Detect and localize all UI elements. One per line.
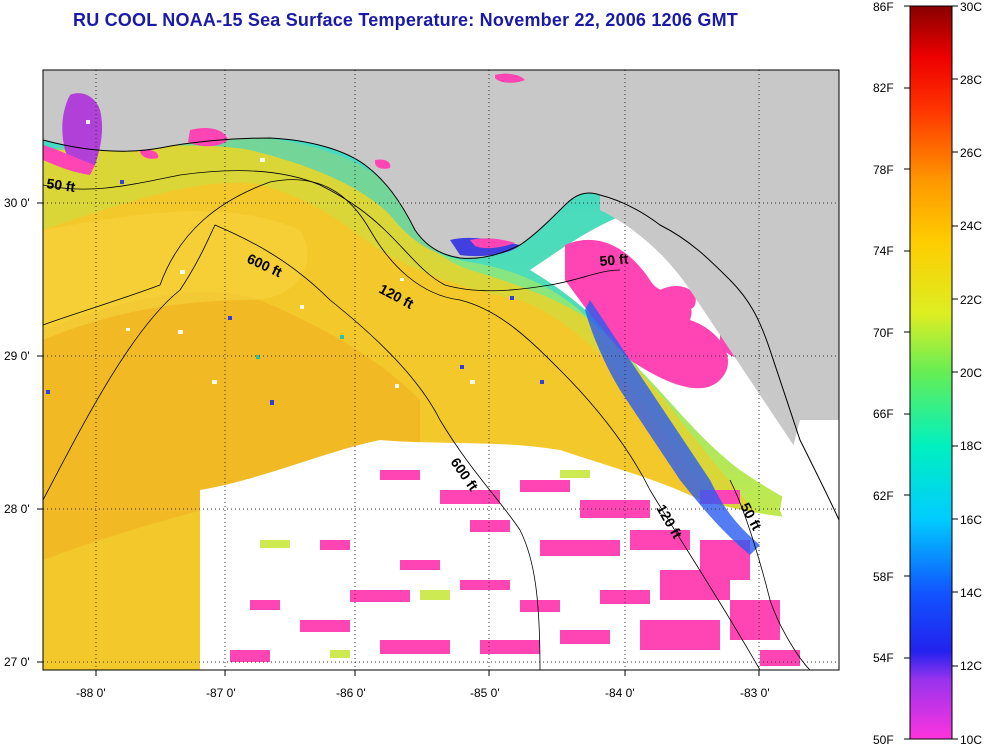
cold-pixels [230, 470, 800, 666]
colorbar-f-label: 50F [873, 733, 894, 747]
colorbar-c-label: 22C [960, 293, 982, 307]
x-tick-label: -86 0' [336, 686, 366, 700]
colorbar-c-label: 16C [960, 513, 982, 527]
x-tick-label: -84 0' [605, 686, 635, 700]
coastline [43, 137, 839, 521]
contour-label-50ft-west: 50 ft [46, 175, 77, 195]
colorbar-c-label: 28C [960, 73, 982, 87]
y-tick-label: 30 0' [4, 196, 30, 210]
colorbar-f-label: 70F [873, 326, 894, 340]
colorbar-c-label: 30C [960, 0, 982, 14]
cloud-cover [200, 440, 839, 670]
colorbar-c-label: 26C [960, 146, 982, 160]
sst-map: 50 ft 600 ft 120 ft 50 ft 600 ft 120 ft … [4, 69, 840, 700]
colorbar-c-label: 24C [960, 219, 982, 233]
pink-cold-coastal [565, 239, 729, 389]
colorbar-c-label: 18C [960, 439, 982, 453]
colorbar-f-label: 82F [873, 81, 894, 95]
contour-50ft [43, 170, 621, 292]
contour-120ft [43, 179, 761, 670]
x-tick-label: -85 0' [470, 686, 500, 700]
mobile-bay [62, 93, 103, 167]
colorbar-f-label: 86F [873, 0, 894, 14]
colorbar-gradient [909, 5, 953, 740]
x-tick-label: -87 0' [206, 686, 236, 700]
land-north [43, 70, 839, 520]
colorbar-f-label: 62F [873, 489, 894, 503]
x-tick-label: -83 0' [740, 686, 770, 700]
y-tick-label: 29 0' [4, 349, 30, 363]
y-tick-label: 28 0' [4, 502, 30, 516]
map-frame [42, 69, 840, 671]
map-title: RU COOL NOAA-15 Sea Surface Temperature:… [73, 10, 738, 30]
colorbar: 86F 82F 78F 74F 70F 66F 62F 58F 54F 50F … [873, 0, 982, 747]
colorbar-f-label: 78F [873, 163, 894, 177]
warm-core [43, 291, 420, 560]
colorbar-c-label: 12C [960, 659, 982, 673]
contour-600ft [43, 224, 541, 670]
x-tick-label: -88 0' [76, 686, 106, 700]
colorbar-f-label: 66F [873, 407, 894, 421]
colorbar-f-label: 54F [873, 651, 894, 665]
y-tick-label: 27 0' [4, 655, 30, 669]
colorbar-c-label: 20C [960, 366, 982, 380]
colorbar-c-label: 10C [960, 733, 982, 747]
land-florida [600, 194, 839, 670]
contour-label-50ft-east: 50 ft [599, 251, 629, 269]
colorbar-c-label: 14C [960, 586, 982, 600]
colorbar-f-label: 74F [873, 244, 894, 258]
colorbar-f-label: 58F [873, 570, 894, 584]
graticule [43, 70, 839, 670]
